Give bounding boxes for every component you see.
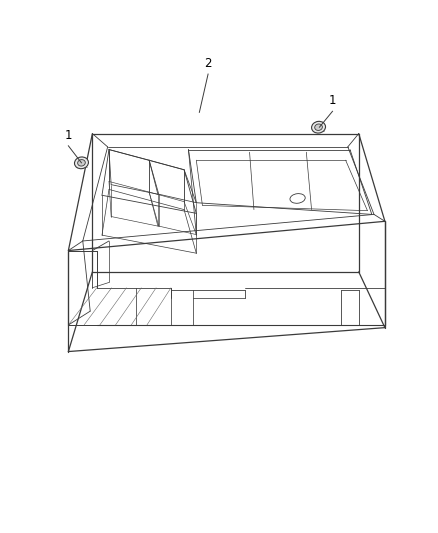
Text: 1: 1 (65, 128, 72, 142)
Ellipse shape (74, 157, 88, 169)
Ellipse shape (315, 124, 322, 131)
Text: 2: 2 (205, 57, 212, 70)
Text: 1: 1 (329, 94, 336, 107)
Ellipse shape (311, 122, 325, 133)
Ellipse shape (78, 159, 85, 166)
